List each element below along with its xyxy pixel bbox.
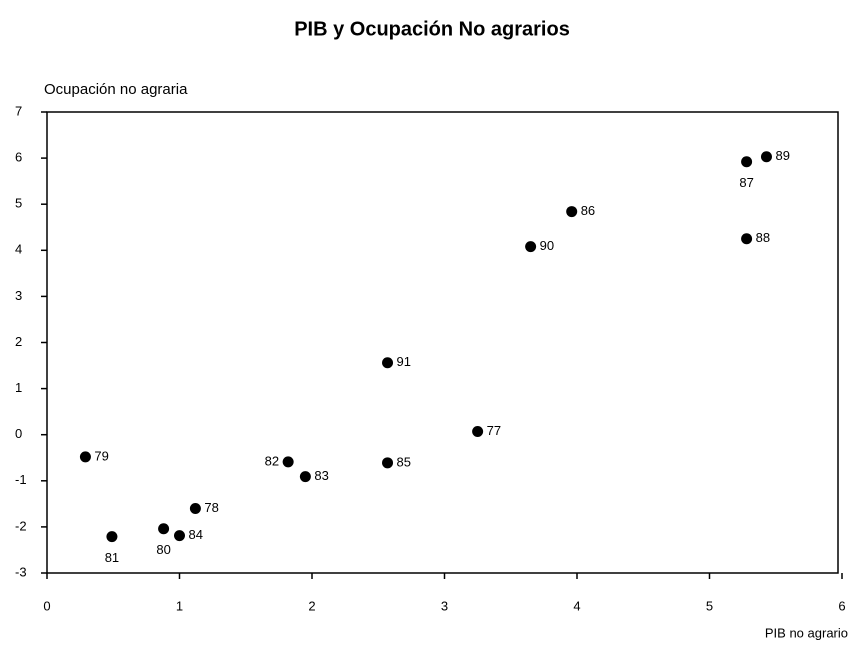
point xyxy=(158,523,170,535)
y-tick-label: 2 xyxy=(15,334,22,349)
point-label: 81 xyxy=(105,550,119,565)
point-label: 89 xyxy=(775,148,789,163)
point xyxy=(282,456,294,468)
point xyxy=(382,357,394,369)
x-tick-label: 2 xyxy=(308,598,315,613)
y-tick-label: -1 xyxy=(15,472,27,487)
point-label: 91 xyxy=(397,354,411,369)
point-label: 79 xyxy=(94,448,108,463)
x-tick-label: 5 xyxy=(706,598,713,613)
point xyxy=(741,156,753,168)
plot-frame xyxy=(46,111,839,574)
point xyxy=(79,451,91,463)
y-tick-label: 5 xyxy=(15,196,22,211)
y-tick-label: 7 xyxy=(15,103,22,118)
point-label: 85 xyxy=(397,454,411,469)
x-tick-label: 6 xyxy=(838,598,845,613)
point xyxy=(382,457,394,469)
y-tick-label: 4 xyxy=(15,242,22,257)
y-tick-label: -2 xyxy=(15,518,27,533)
x-axis-label: PIB no agrario xyxy=(765,625,848,640)
point xyxy=(189,502,201,514)
y-tick-label: 1 xyxy=(15,380,22,395)
x-tick-label: 3 xyxy=(441,598,448,613)
y-tick-label: 6 xyxy=(15,150,22,165)
point xyxy=(174,530,185,542)
point-label: 84 xyxy=(189,527,203,542)
point-label: 77 xyxy=(487,423,501,438)
point xyxy=(566,206,578,218)
y-tick-label: 0 xyxy=(15,426,22,441)
chart-title: PIB y Ocupación No agrarios xyxy=(294,18,570,40)
point-label: 80 xyxy=(156,542,170,557)
point-label: 83 xyxy=(314,468,328,483)
point-label: 82 xyxy=(265,453,279,468)
point-label: 86 xyxy=(581,203,595,218)
point-label: 78 xyxy=(204,500,218,515)
x-tick-label: 0 xyxy=(43,598,50,613)
point xyxy=(299,471,311,483)
point xyxy=(472,425,484,437)
point-label: 87 xyxy=(739,175,753,190)
y-tick-label: 3 xyxy=(15,288,22,303)
point xyxy=(760,151,772,163)
x-tick-label: 4 xyxy=(573,598,580,613)
point xyxy=(525,241,537,253)
x-tick-label: 1 xyxy=(176,598,183,613)
point xyxy=(741,233,753,245)
point-label: 88 xyxy=(756,230,770,245)
point xyxy=(106,531,118,543)
y-tick-label: -3 xyxy=(15,564,27,579)
y-axis-label: Ocupación no agraria xyxy=(44,81,188,98)
point-label: 90 xyxy=(540,238,554,253)
